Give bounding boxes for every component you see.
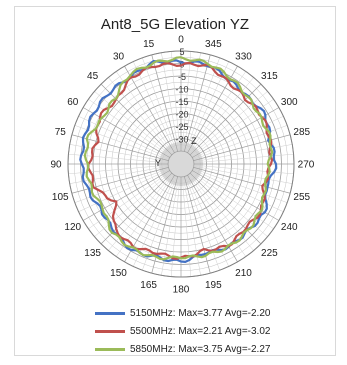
grid-spoke-minor (142, 57, 177, 152)
grid-spoke-minor (133, 61, 176, 153)
grid-spoke-minor (183, 52, 201, 152)
angle-tick-label: 195 (205, 280, 222, 291)
chart-area: Ant8_5G Elevation YZ 0 15 30 45 60 75 90 105 120… (14, 6, 336, 356)
grid-spoke-major (189, 172, 262, 245)
angle-tick-label: 210 (235, 268, 252, 279)
radial-tick-label: 5 (179, 47, 184, 57)
grid-spoke-minor (183, 176, 201, 276)
grid-spoke-minor (193, 125, 288, 160)
radial-tick-label: -25 (175, 122, 188, 132)
grid-spoke-minor (108, 77, 173, 155)
grid-spoke-minor (185, 57, 220, 152)
legend-item: 5500MHz: Max=2.21 Avg=-3.02 (95, 322, 270, 340)
grid-spoke-major (151, 54, 178, 152)
grid-spoke-major (187, 175, 238, 263)
angle-tick-label: 75 (55, 127, 67, 138)
grid-spoke-minor (193, 166, 293, 184)
grid-spoke-major (82, 107, 170, 158)
grid-spoke-minor (88, 171, 171, 230)
grid-spoke-major (100, 83, 173, 156)
grid-spoke-minor (192, 116, 284, 159)
angle-tick-label: 285 (293, 127, 310, 138)
angle-tick-label: 255 (293, 192, 310, 203)
grid-spoke-major (184, 54, 211, 152)
angle-tick-label: 165 (140, 280, 157, 291)
legend-label: 5850MHz: Max=3.75 Avg=-2.27 (130, 343, 271, 355)
angle-tick-label: 330 (235, 51, 252, 62)
radial-tick-label: -30 (175, 135, 188, 145)
grid-spoke-minor (94, 172, 172, 237)
grid-spoke-minor (170, 51, 181, 152)
angle-tick-label: 180 (173, 285, 190, 296)
radial-tick-label: -20 (175, 110, 188, 120)
angle-tick-label: 60 (67, 97, 79, 108)
grid-spoke-major (124, 175, 175, 263)
grid-spoke-minor (115, 174, 174, 257)
grid-spoke-minor (192, 169, 284, 212)
grid-spoke-minor (189, 173, 254, 251)
polar-plot: 0 15 30 45 60 75 90 105 120 135 150 165 180 195 210 225… (50, 35, 315, 296)
legend-swatch (95, 311, 125, 315)
angle-tick-label: 105 (52, 192, 69, 203)
angle-tick-label: 0 (178, 35, 184, 46)
grid-spoke-minor (88, 98, 171, 157)
chart-title: Ant8_5G Elevation YZ (100, 16, 250, 33)
angle-tick-label: 45 (87, 71, 99, 82)
angle-tick-label: 135 (84, 248, 101, 259)
series-line-5850mhz (83, 56, 274, 261)
grid-spoke-minor (78, 116, 170, 159)
legend-label: 5150MHz: Max=3.77 Avg=-2.20 (130, 307, 271, 319)
grid-spoke-minor (94, 91, 172, 156)
angle-tick-label: 90 (50, 160, 62, 171)
angle-tick-label: 150 (110, 268, 127, 279)
grid-spoke-minor (193, 168, 288, 203)
legend-swatch (95, 329, 125, 333)
z-axis-label: Z (191, 136, 197, 146)
angle-tick-label: 240 (281, 222, 298, 233)
radial-tick-label: -15 (175, 97, 188, 107)
grid-spoke-major (82, 170, 170, 221)
legend-swatch (95, 347, 125, 351)
angle-tick-label: 30 (113, 51, 125, 62)
radial-tick-label: -5 (178, 72, 186, 82)
grid-spoke-major (193, 134, 291, 161)
grid-spoke-minor (69, 166, 169, 184)
grid-spoke-minor (190, 91, 268, 156)
grid-spoke-minor (69, 144, 169, 162)
angle-tick-label: 270 (298, 160, 315, 171)
grid-spoke-major (124, 65, 175, 153)
series-line-5150mhz (79, 59, 278, 263)
grid-spoke-minor (193, 164, 294, 175)
grid-spoke-minor (193, 153, 294, 164)
angle-tick-label: 315 (261, 71, 278, 82)
grid-spoke-minor (161, 52, 179, 152)
grid-spoke-minor (108, 173, 173, 251)
radial-tick-label: -10 (175, 85, 188, 95)
grid-spoke-minor (133, 175, 176, 267)
grid-spoke-minor (185, 176, 220, 271)
legend-item: 5150MHz: Max=3.77 Avg=-2.20 (95, 304, 270, 322)
legend-label: 5500MHz: Max=2.21 Avg=-3.02 (130, 325, 271, 337)
legend-item: 5850MHz: Max=3.75 Avg=-2.27 (95, 340, 270, 358)
angle-tick-label: 225 (261, 248, 278, 259)
grid-spoke-major (184, 176, 211, 274)
grid-spoke-minor (74, 168, 169, 203)
angle-tick-label: 345 (205, 39, 222, 50)
grid-spoke-minor (181, 51, 192, 152)
grid-spoke-minor (190, 172, 268, 237)
grid-spoke-minor (68, 164, 169, 175)
angle-tick-label: 300 (281, 97, 298, 108)
outer-ring (67, 50, 295, 278)
angle-tick-label: 15 (143, 39, 155, 50)
y-axis-label: Y (155, 158, 161, 168)
grid-spoke-major (193, 167, 291, 194)
grid-spoke-minor (74, 125, 169, 160)
angle-tick-label: 120 (64, 222, 81, 233)
grid-spoke-major (189, 83, 262, 156)
grid-spoke-minor (189, 77, 254, 155)
legend: 5150MHz: Max=3.77 Avg=-2.20 5500MHz: Max=… (95, 304, 270, 358)
grid-spoke-minor (78, 169, 170, 212)
grid-spoke-minor (193, 144, 293, 162)
